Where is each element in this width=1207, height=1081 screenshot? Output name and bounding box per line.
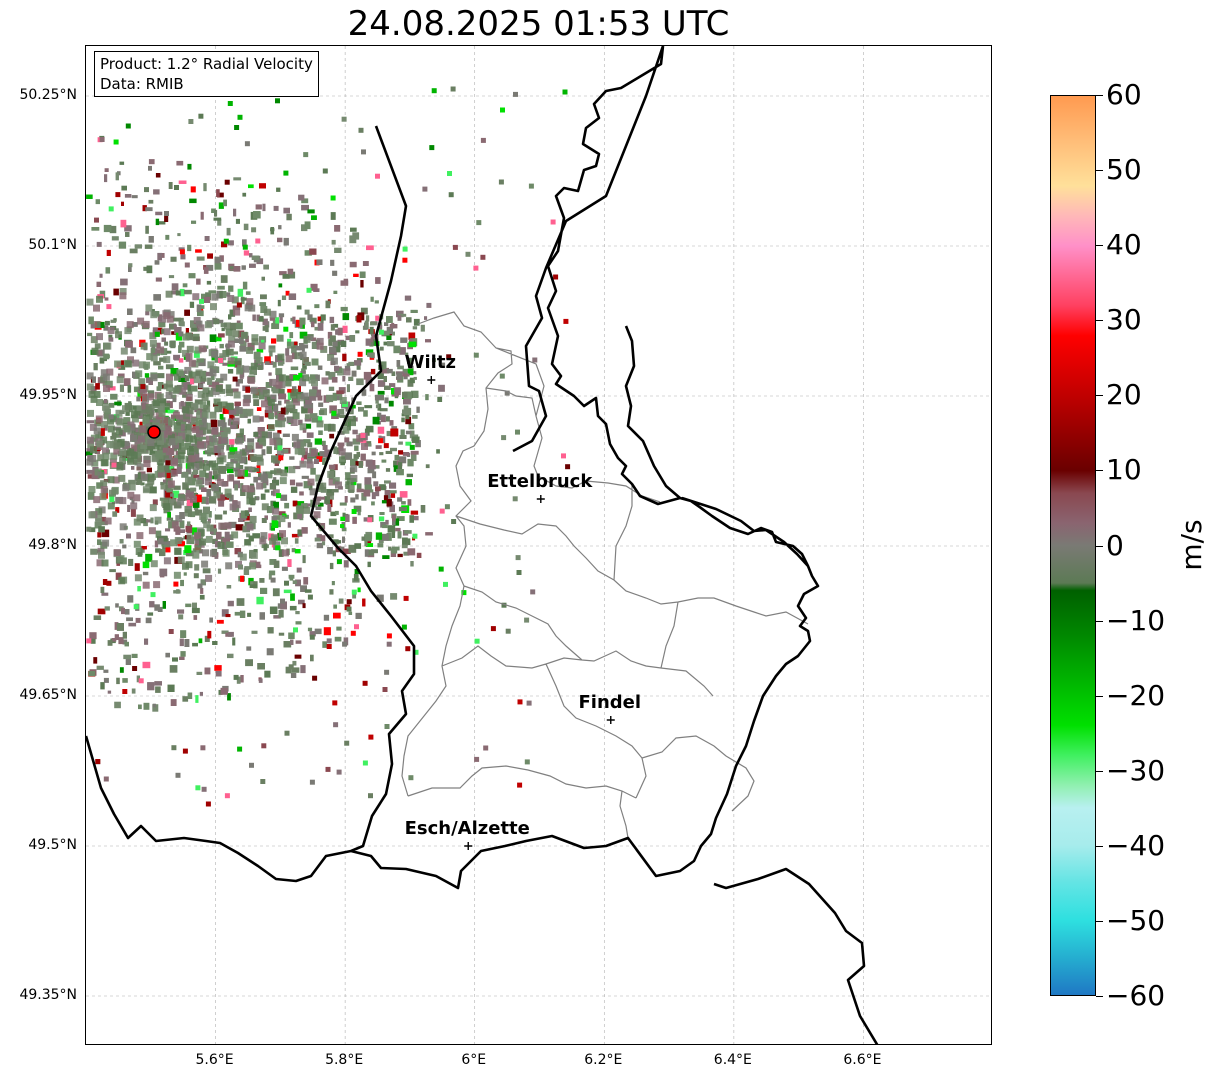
colorbar-tick-label: 20 [1106,378,1142,412]
data-source-label: Data: RMIB [100,75,184,93]
colorbar-tick-mark [1096,320,1103,322]
colorbar-tick-label: −40 [1106,828,1166,862]
colorbar-tick-mark [1096,545,1103,547]
product-info-box: Product: 1.2° Radial Velocity Data: RMIB [94,51,319,97]
lon-tick-label: 6.2°E [584,1052,623,1068]
map-frame[interactable] [85,45,992,1045]
colorbar-tick-mark [1096,470,1103,472]
lon-tick-label: 5.8°E [325,1052,364,1068]
colorbar-tick-mark [1096,245,1103,247]
colorbar-unit-label: m/s [1175,519,1207,571]
colorbar-tick-label: −10 [1106,603,1166,637]
city-marker [464,842,473,850]
city-markers [427,376,615,850]
lat-tick-label: 50.25°N [19,87,77,103]
colorbar-tick-label: 0 [1106,528,1124,562]
lat-tick-label: 49.8°N [28,537,77,553]
city-marker [427,376,436,384]
country-boundaries [86,46,879,1044]
city-marker [606,716,615,724]
colorbar-tick-label: 30 [1106,303,1142,337]
city-label: Findel [578,692,642,713]
city-label: Wiltz [404,352,456,373]
colorbar-tick-label: 50 [1106,152,1142,186]
colorbar-tick-label: −60 [1106,978,1166,1012]
lat-tick-label: 49.35°N [19,987,77,1003]
lat-tick-label: 49.5°N [28,837,77,853]
city-marker [536,495,545,503]
colorbar-tick-mark [1096,770,1103,772]
product-label: Product: 1.2° Radial Velocity [100,55,313,73]
colorbar-tick-label: −50 [1106,903,1166,937]
boundaries [86,46,879,1044]
colorbar-tick-label: 60 [1106,77,1142,111]
canton-boundaries [401,311,809,839]
lon-tick-label: 6°E [461,1052,487,1068]
lon-tick-label: 6.4°E [713,1052,752,1068]
velocity-colorbar [1050,95,1096,996]
colorbar-tick-mark [1096,845,1103,847]
lat-tick-label: 49.65°N [19,687,77,703]
colorbar-tick-mark [1096,620,1103,622]
city-label: Esch/Alzette [404,818,530,839]
radar-echoes [86,86,571,807]
colorbar-tick-mark [1096,170,1103,172]
colorbar-tick-mark [1096,95,1103,96]
colorbar-tick-mark [1096,920,1103,922]
map-canvas[interactable] [86,46,992,1045]
colorbar-tick-label: 10 [1106,453,1142,487]
lat-tick-label: 50.1°N [28,237,77,253]
chart-title: 24.08.2025 01:53 UTC [347,4,730,44]
colorbar-tick-mark [1096,996,1103,997]
colorbar-tick-mark [1096,695,1103,697]
lon-tick-label: 6.6°E [843,1052,882,1068]
city-label: Ettelbruck [487,471,593,492]
colorbar-tick-label: 40 [1106,227,1142,261]
radar-site-marker [147,425,161,439]
lat-tick-label: 49.95°N [19,387,77,403]
lon-tick-label: 5.6°E [195,1052,234,1068]
colorbar-tick-label: −20 [1106,678,1166,712]
colorbar-tick-label: −30 [1106,753,1166,787]
colorbar-tick-mark [1096,395,1103,397]
